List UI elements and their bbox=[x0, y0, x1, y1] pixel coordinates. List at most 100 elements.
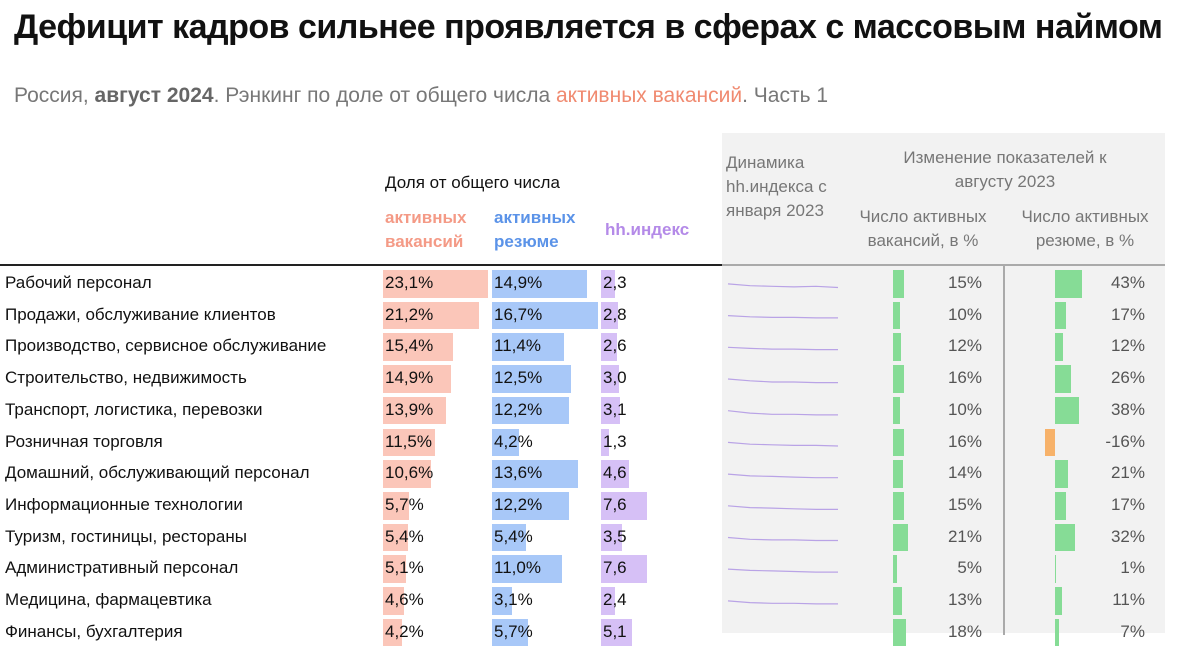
change-label: 32% bbox=[1110, 526, 1145, 546]
sparkline bbox=[727, 536, 838, 542]
subtitle: Россия, август 2024. Рэнкинг по доле от … bbox=[14, 84, 828, 108]
col-header: Динамика hh.индекса с января 2023 bbox=[726, 153, 827, 220]
bar bbox=[601, 428, 609, 457]
bar bbox=[492, 270, 587, 298]
bar bbox=[601, 365, 619, 393]
col-header: активных вакансий bbox=[385, 208, 467, 251]
change-label: -16% bbox=[1105, 431, 1145, 451]
value-label: 4,6% bbox=[385, 590, 424, 609]
value-label: 15,4% bbox=[385, 336, 434, 356]
bar bbox=[492, 555, 562, 583]
page: Дефицит кадров сильнее проявляется в сфе… bbox=[0, 8, 1165, 646]
sparkline bbox=[727, 441, 839, 447]
sparkline bbox=[727, 346, 838, 351]
value-label: 3,5 bbox=[603, 526, 627, 546]
bar bbox=[492, 460, 579, 488]
bar bbox=[601, 301, 618, 330]
subtitle-part: . Часть 1 bbox=[742, 84, 829, 107]
change-label: 5% bbox=[957, 558, 982, 578]
sparkline bbox=[727, 378, 838, 384]
subtitle-part: . Рэнкинг по доле от общего числа bbox=[213, 84, 556, 107]
change-bar bbox=[893, 491, 904, 520]
bar bbox=[601, 270, 615, 298]
bar bbox=[383, 333, 454, 362]
change-label: 12% bbox=[947, 336, 982, 356]
change-label: 17% bbox=[1110, 494, 1145, 514]
change-bar bbox=[1055, 555, 1056, 583]
change-label: 12% bbox=[1110, 336, 1145, 356]
bar bbox=[383, 396, 447, 425]
value-label: 2,4 bbox=[603, 590, 627, 609]
change-bar bbox=[1055, 587, 1062, 615]
value-label: 4,2% bbox=[385, 621, 424, 641]
value-label: 2,8 bbox=[603, 304, 627, 324]
change-label: 10% bbox=[947, 304, 982, 324]
value-label: 5,4% bbox=[494, 526, 533, 546]
value-label: 23,1% bbox=[385, 273, 434, 292]
bar bbox=[383, 491, 409, 520]
row-label: Производство, сервисное обслуживание bbox=[5, 336, 327, 356]
value-label: 5,1 bbox=[603, 621, 627, 641]
bar bbox=[492, 333, 565, 362]
value-label: 21,2% bbox=[385, 304, 434, 324]
row-label: Туризм, гостиницы, рестораны bbox=[5, 526, 247, 546]
header-rule bbox=[722, 264, 1165, 266]
col-header: Число активных вакансий, в % bbox=[859, 207, 987, 250]
bar bbox=[383, 301, 480, 330]
bar bbox=[383, 270, 489, 298]
bar bbox=[383, 587, 404, 615]
change-bar bbox=[1055, 301, 1066, 330]
change-bar bbox=[1055, 460, 1069, 488]
bar bbox=[383, 428, 436, 457]
value-label: 14,9% bbox=[494, 273, 543, 292]
row-label: Финансы, бухгалтерия bbox=[5, 621, 183, 641]
value-label: 13,9% bbox=[385, 399, 434, 419]
row-label: Домашний, обслуживающий персонал bbox=[5, 463, 310, 483]
bar bbox=[601, 396, 620, 425]
change-label: 18% bbox=[947, 621, 982, 641]
change-bar bbox=[893, 428, 905, 457]
col-header: Число активных резюме, в % bbox=[1021, 207, 1149, 250]
bar bbox=[492, 301, 599, 330]
bar bbox=[601, 460, 629, 488]
value-label: 4,6 bbox=[603, 463, 627, 483]
value-label: 16,7% bbox=[494, 304, 543, 324]
change-label: 17% bbox=[1110, 304, 1145, 324]
change-bar bbox=[893, 365, 905, 393]
subtitle-part: Россия, bbox=[14, 84, 95, 107]
change-label: 11% bbox=[1112, 590, 1145, 609]
value-label: 3,1 bbox=[603, 399, 627, 419]
sparkline bbox=[727, 505, 838, 510]
value-label: 12,5% bbox=[494, 368, 543, 388]
change-bar bbox=[893, 523, 908, 552]
bar bbox=[492, 587, 512, 615]
value-label: 11,0% bbox=[494, 558, 541, 578]
value-label: 11,4% bbox=[494, 336, 541, 356]
bar bbox=[492, 428, 519, 457]
change-bar bbox=[893, 396, 900, 425]
value-label: 5,7% bbox=[385, 494, 424, 514]
change-bar bbox=[1055, 333, 1063, 362]
bar bbox=[601, 555, 647, 583]
change-bar bbox=[1055, 491, 1066, 520]
row-label: Медицина, фармацевтика bbox=[5, 590, 212, 609]
value-label: 13,6% bbox=[494, 463, 543, 483]
bar bbox=[383, 365, 451, 393]
sparklines bbox=[727, 283, 839, 605]
change-label: 14% bbox=[947, 463, 982, 483]
value-label: 3,0 bbox=[603, 368, 627, 388]
value-label: 11,5% bbox=[385, 431, 432, 451]
change-label: 16% bbox=[947, 431, 982, 451]
value-label: 5,1% bbox=[385, 558, 424, 578]
change-bar bbox=[893, 460, 903, 488]
value-label: 12,2% bbox=[494, 494, 543, 514]
change-label: 7% bbox=[1120, 621, 1145, 641]
value-label: 4,2% bbox=[494, 431, 533, 451]
row-label: Продажи, обслуживание клиентов bbox=[5, 304, 276, 324]
change-bar bbox=[1055, 270, 1083, 298]
subtitle-part: август 2024 bbox=[94, 84, 214, 107]
change-label: 15% bbox=[947, 494, 982, 514]
bar bbox=[601, 523, 622, 552]
change-bar bbox=[1055, 618, 1060, 646]
value-label: 2,3 bbox=[603, 273, 627, 292]
